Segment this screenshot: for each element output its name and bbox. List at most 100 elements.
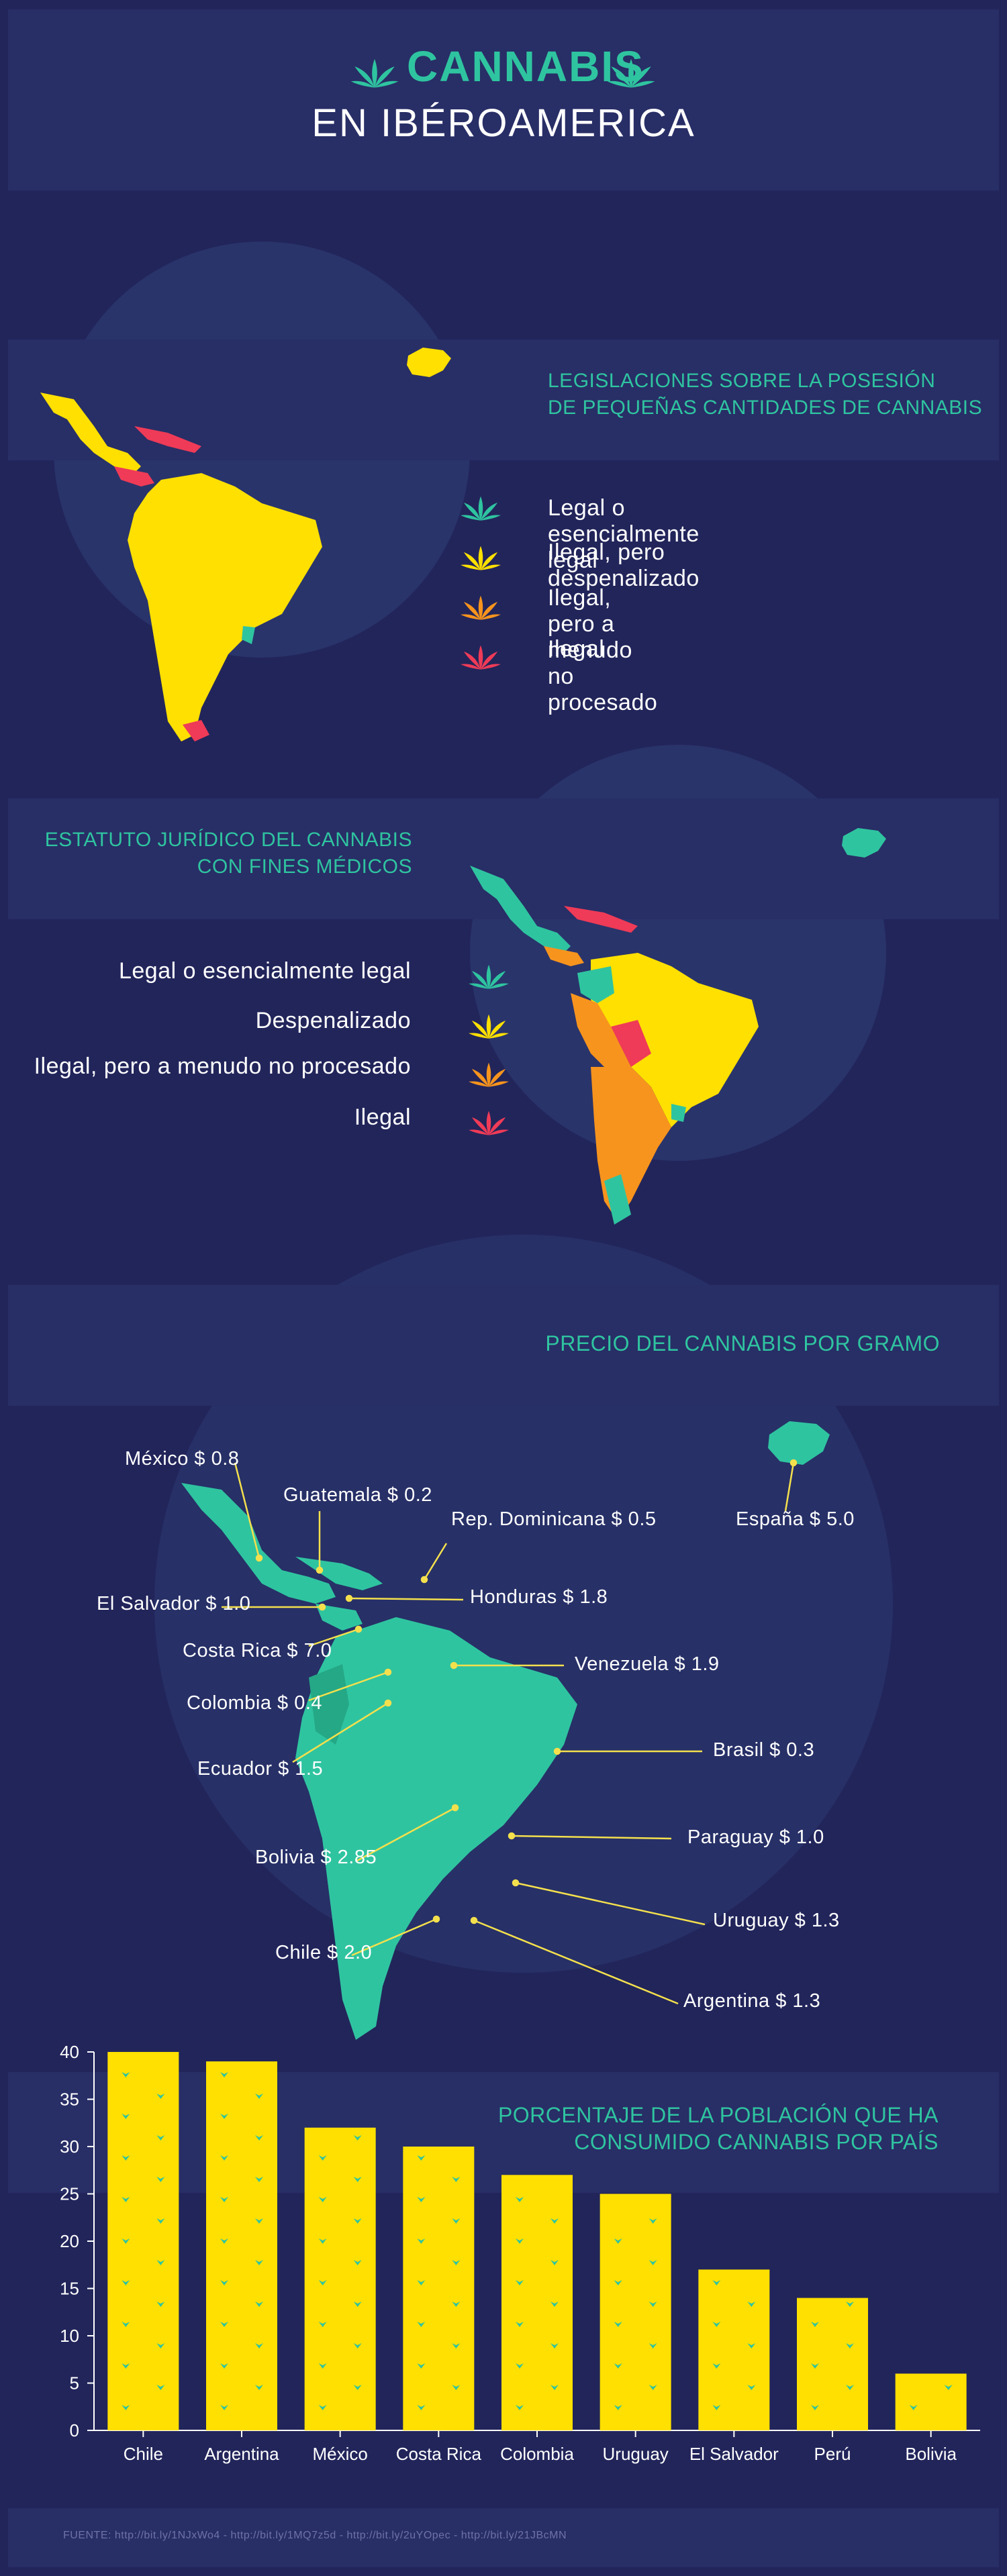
bar-leaf-decoration xyxy=(811,2405,819,2410)
title-line2: EN IBÉROAMERICA xyxy=(311,101,696,145)
bar-leaf-decoration xyxy=(122,2238,130,2244)
bar xyxy=(501,2175,573,2430)
bar-leaf-decoration xyxy=(516,2363,524,2369)
x-tick-label: Costa Rica xyxy=(396,2444,482,2464)
bar-leaf-decoration xyxy=(318,2280,327,2285)
bar-leaf-decoration xyxy=(417,2363,426,2369)
bar-leaf-decoration xyxy=(550,2260,559,2265)
bar xyxy=(403,2147,475,2430)
bar-leaf-decoration xyxy=(550,2218,559,2224)
bar-leaf-decoration xyxy=(318,2155,327,2161)
price-label-ecuador: Ecuador $ 1.5 xyxy=(197,1758,324,1780)
price-label-paraguay: Paraguay $ 1.0 xyxy=(687,1826,824,1848)
bar-leaf-decoration xyxy=(452,2385,461,2390)
bar-leaf-decoration xyxy=(846,2343,854,2349)
bar-leaf-decoration xyxy=(614,2322,622,2327)
price-label-rep-dominicana: Rep. Dominicana $ 0.5 xyxy=(451,1508,657,1530)
leaf-icon xyxy=(461,645,501,670)
y-tick-label: 40 xyxy=(60,2042,79,2062)
bar-leaf-decoration xyxy=(452,2260,461,2265)
bar xyxy=(698,2269,770,2430)
bar-leaf-decoration xyxy=(846,2302,854,2307)
bar-leaf-decoration xyxy=(122,2280,130,2285)
legend-label: Ilegal, pero a menudo no procesado xyxy=(548,585,658,715)
leaf-icon xyxy=(461,496,501,521)
price-label-uruguay: Uruguay $ 1.3 xyxy=(713,1910,840,1931)
bar-leaf-decoration xyxy=(747,2302,756,2307)
x-tick-label: Bolivia xyxy=(905,2444,957,2464)
legend-item-no-procesado: Ilegal, pero a menudo no procesado xyxy=(34,1053,510,1107)
price-label-argentina: Argentina $ 1.3 xyxy=(683,1990,821,2012)
bar-leaf-decoration xyxy=(550,2385,559,2390)
section4-title-line2: CONSUMIDO CANNABIS POR PAÍS xyxy=(574,2130,939,2154)
bar-leaf-decoration xyxy=(220,2363,228,2369)
bar-leaf-decoration xyxy=(417,2405,426,2410)
bar-leaf-decoration xyxy=(353,2218,362,2224)
leaf-icon xyxy=(461,546,501,570)
bar-leaf-decoration xyxy=(649,2302,657,2307)
section3-band xyxy=(8,1285,999,1406)
bar-leaf-decoration xyxy=(220,2072,228,2077)
bar-leaf-decoration xyxy=(156,2094,165,2099)
x-tick-label: Perú xyxy=(814,2444,851,2464)
price-label-brasil: Brasil $ 0.3 xyxy=(713,1739,815,1761)
bar-leaf-decoration xyxy=(156,2385,165,2390)
bar-leaf-decoration xyxy=(417,2197,426,2202)
x-tick-label: Argentina xyxy=(204,2444,279,2464)
bar-leaf-decoration xyxy=(846,2385,854,2390)
leaf-icon xyxy=(469,1014,509,1039)
bar-leaf-decoration xyxy=(944,2385,953,2390)
x-tick-label: El Salvador xyxy=(689,2444,779,2464)
legend-label: Ilegal, pero despenalizado xyxy=(548,539,700,591)
bar-leaf-decoration xyxy=(353,2302,362,2307)
bar-leaf-decoration xyxy=(516,2197,524,2202)
bar-leaf-decoration xyxy=(255,2343,263,2349)
bar-leaf-decoration xyxy=(452,2177,461,2182)
bar-leaf-decoration xyxy=(712,2280,721,2285)
bar-leaf-decoration xyxy=(550,2343,559,2349)
bar-leaf-decoration xyxy=(220,2155,228,2161)
bar-leaf-decoration xyxy=(452,2218,461,2224)
price-label-bolivia: Bolivia $ 2.85 xyxy=(255,1847,377,1868)
y-tick-label: 25 xyxy=(60,2184,79,2204)
section1-title-line2: DE PEQUEÑAS CANTIDADES DE CANNABIS xyxy=(548,397,983,419)
bar-leaf-decoration xyxy=(452,2302,461,2307)
map-spain-medical xyxy=(842,828,886,858)
bar xyxy=(304,2127,376,2430)
bar-leaf-decoration xyxy=(220,2405,228,2410)
legend-label: Despenalizado xyxy=(255,1008,411,1033)
bar-leaf-decoration xyxy=(220,2238,228,2244)
bar-leaf-decoration xyxy=(122,2363,130,2369)
legend-item-ilegal: Ilegal xyxy=(67,1104,510,1157)
bar-leaf-decoration xyxy=(255,2260,263,2265)
bar-leaf-decoration xyxy=(318,2238,327,2244)
leaf-icon xyxy=(461,595,501,620)
footer-band xyxy=(8,2508,999,2567)
section1-title-line1: LEGISLACIONES SOBRE LA POSESIÓN xyxy=(548,370,936,392)
map-latam-medical xyxy=(470,866,759,1225)
bar-leaf-decoration xyxy=(516,2238,524,2244)
bar-leaf-decoration xyxy=(712,2405,721,2410)
bar-leaf-decoration xyxy=(516,2322,524,2327)
bar xyxy=(600,2194,671,2430)
price-label-guatemala: Guatemala $ 0.2 xyxy=(283,1484,432,1506)
bar-leaf-decoration xyxy=(417,2280,426,2285)
price-label-honduras: Honduras $ 1.8 xyxy=(470,1586,608,1608)
footer-sources: FUENTE: http://bit.ly/1NJxWo4 - http://b… xyxy=(63,2530,567,2541)
price-label-colombia: Colombia $ 0.4 xyxy=(187,1692,323,1714)
bar-leaf-decoration xyxy=(156,2302,165,2307)
leaf-icon xyxy=(607,58,655,88)
bar-leaf-decoration xyxy=(614,2363,622,2369)
price-label-costa-rica: Costa Rica $ 7.0 xyxy=(183,1640,332,1661)
y-tick-label: 35 xyxy=(60,2090,79,2110)
bar-leaf-decoration xyxy=(220,2114,228,2119)
x-tick-label: Uruguay xyxy=(603,2444,669,2464)
bar-leaf-decoration xyxy=(712,2363,721,2369)
bar-leaf-decoration xyxy=(318,2363,327,2369)
bar-leaf-decoration xyxy=(122,2322,130,2327)
price-label-venezuela: Venezuela $ 1.9 xyxy=(575,1653,720,1675)
bar-leaf-decoration xyxy=(614,2238,622,2244)
leaf-icon xyxy=(350,58,399,88)
y-tick-label: 20 xyxy=(60,2231,79,2251)
price-label-chile: Chile $ 2.0 xyxy=(275,1942,373,1963)
